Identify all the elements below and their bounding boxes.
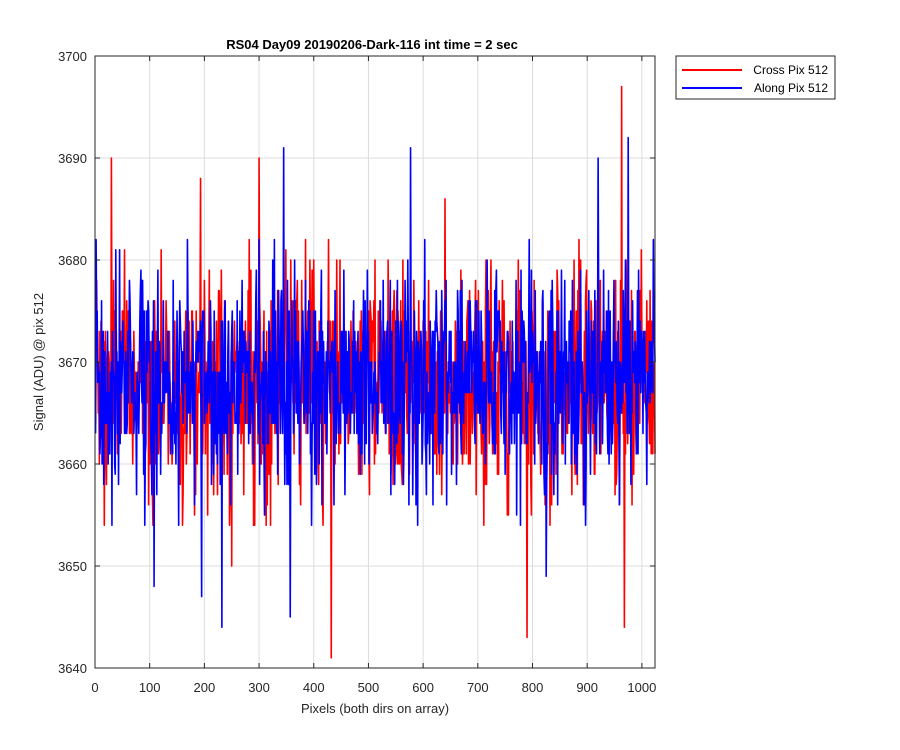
x-tick-label: 500	[358, 680, 380, 695]
legend-label-cross: Cross Pix 512	[753, 63, 828, 77]
y-tick-label: 3670	[58, 355, 87, 370]
x-tick-label: 700	[467, 680, 489, 695]
x-tick-label: 900	[576, 680, 598, 695]
y-tick-label: 3690	[58, 151, 87, 166]
y-tick-label: 3680	[58, 253, 87, 268]
y-axis-title: Signal (ADU) @ pix 512	[31, 293, 46, 431]
y-tick-label: 3650	[58, 559, 87, 574]
x-tick-label: 600	[412, 680, 434, 695]
x-tick-label: 400	[303, 680, 325, 695]
series-line-along-pix-512	[94, 136, 656, 629]
x-tick-label: 800	[522, 680, 544, 695]
x-axis-title: Pixels (both dirs on array)	[301, 701, 449, 716]
y-tick-label: 3700	[58, 49, 87, 64]
chart-title: RS04 Day09 20190206-Dark-116 int time = …	[226, 37, 518, 52]
legend-box	[675, 55, 836, 100]
x-tick-label: 200	[194, 680, 216, 695]
x-tick-labels: 0 100 200 300 400 500 600 700 800 900 1000	[91, 680, 656, 695]
x-tick-label: 100	[139, 680, 161, 695]
x-tick-label: 300	[248, 680, 270, 695]
x-tick-label: 1000	[627, 680, 656, 695]
tick-layer	[94, 55, 655, 669]
y-tick-label: 3640	[58, 661, 87, 676]
series-layer	[94, 85, 656, 659]
y-tick-label: 3660	[58, 457, 87, 472]
y-tick-labels: 3640 3650 3660 3670 3680 3690 3700	[58, 49, 87, 676]
legend-label-along: Along Pix 512	[754, 81, 828, 95]
x-tick-label: 0	[91, 680, 98, 695]
legend: Cross Pix 512 Along Pix 512	[675, 55, 836, 100]
